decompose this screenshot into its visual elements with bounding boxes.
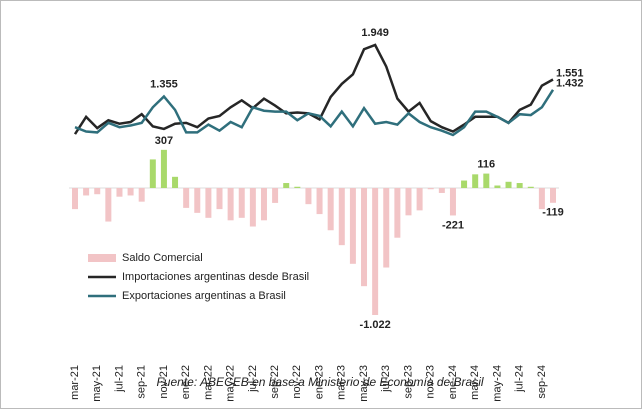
x-tick-label: mar-24	[469, 365, 481, 400]
bar	[383, 188, 390, 268]
bar	[305, 188, 312, 205]
bar	[472, 174, 479, 188]
bar	[116, 188, 123, 197]
bar	[316, 188, 323, 215]
bar	[416, 188, 423, 211]
bar	[361, 188, 368, 287]
bar	[461, 180, 468, 188]
bar	[183, 188, 190, 208]
bar	[394, 188, 401, 238]
x-tick-label: mar-22	[202, 365, 214, 400]
bar	[483, 173, 490, 188]
bar	[527, 186, 534, 188]
bar	[83, 188, 90, 196]
value-label: 1.432	[556, 78, 584, 90]
bar	[294, 186, 301, 188]
legend-label: Importaciones argentinas desde Brasil	[122, 271, 309, 283]
bar	[160, 149, 167, 188]
x-tick-label: ene-22	[180, 365, 192, 399]
value-label: -1.022	[360, 319, 391, 331]
bar	[438, 188, 445, 193]
value-label: -119	[542, 207, 563, 219]
x-tick-label: jul-21	[113, 365, 125, 393]
bar	[505, 181, 512, 188]
x-tick-label: jul-24	[514, 365, 526, 393]
bar	[127, 188, 134, 196]
value-label: 1.949	[361, 27, 389, 39]
x-tick-label: may-23	[358, 365, 370, 402]
x-tick-label: jul-23	[380, 365, 392, 393]
bar	[194, 188, 201, 213]
x-tick-label: ene-24	[447, 365, 459, 399]
bar	[172, 176, 179, 188]
value-label: -221	[442, 219, 464, 231]
bar	[105, 188, 112, 222]
line	[74, 89, 555, 137]
x-tick-label: may-22	[225, 365, 237, 402]
x-tick-label: nov-23	[425, 365, 437, 399]
bar	[338, 188, 345, 246]
legend-label: Saldo Comercial	[122, 252, 203, 264]
bar	[405, 188, 412, 216]
bar	[249, 188, 256, 227]
x-tick-label: nov-22	[291, 365, 303, 399]
bar	[149, 159, 156, 188]
bar	[550, 188, 556, 203]
bar	[205, 188, 212, 218]
source: Fuente: ABECEB en base a Ministerio de E…	[156, 375, 483, 389]
bar	[227, 188, 234, 221]
bar	[72, 188, 78, 210]
value-label: 1.355	[150, 78, 178, 90]
value-label: 307	[155, 135, 173, 147]
x-tick-label: may-24	[491, 365, 503, 402]
bar	[494, 185, 501, 188]
bar	[538, 188, 545, 210]
x-tick-label: sep-23	[402, 365, 414, 399]
x-tick-label: ene-23	[313, 365, 325, 399]
bar	[516, 183, 523, 188]
bar	[238, 188, 245, 218]
bar	[427, 188, 434, 190]
bar	[372, 188, 379, 315]
bar	[349, 188, 356, 264]
value-label: 116	[477, 158, 495, 170]
x-tick-label: jul-22	[247, 365, 259, 393]
bar	[327, 188, 334, 231]
x-tick-label: mar-21	[69, 365, 81, 400]
x-tick-label: nov-21	[158, 365, 170, 399]
x-tick-label: sep-22	[269, 365, 281, 399]
value-label: 1.551	[556, 67, 584, 79]
x-tick-label: mar-23	[336, 365, 348, 400]
bar	[283, 183, 290, 188]
bar	[272, 188, 279, 203]
bar	[216, 188, 223, 210]
legend-swatch	[88, 254, 116, 262]
x-tick-label: sep-24	[536, 365, 548, 399]
line	[73, 43, 554, 135]
x-tick-label: may-21	[91, 365, 103, 402]
bar	[138, 188, 145, 202]
x-tick-label: sep-21	[136, 365, 148, 399]
bar	[449, 188, 456, 216]
bar	[260, 188, 267, 221]
legend-label: Exportaciones argentinas a Brasil	[122, 290, 286, 302]
bar	[94, 188, 101, 195]
